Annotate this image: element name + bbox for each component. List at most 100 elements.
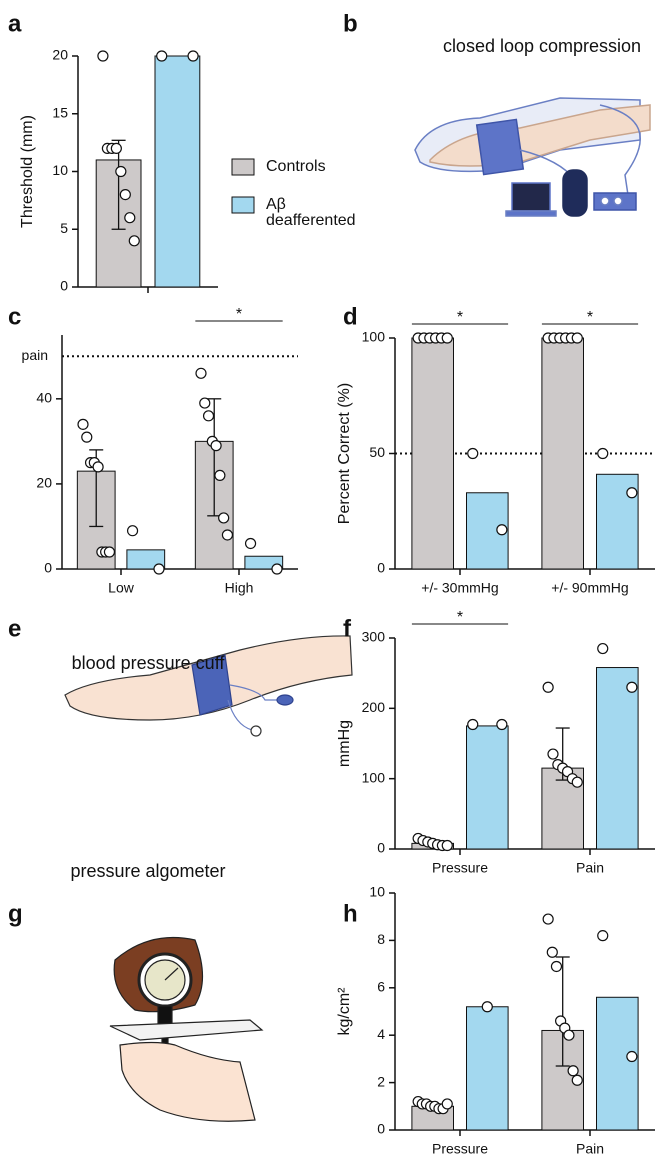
data-point — [115, 165, 127, 178]
x-tick-label: High — [225, 580, 254, 596]
data-point — [467, 718, 479, 731]
illustration-caption: blood pressure cuff — [72, 653, 226, 673]
data-point — [441, 839, 453, 852]
panel-letter: a — [8, 10, 22, 37]
illustration-caption: pressure algometer — [70, 861, 225, 881]
data-point — [441, 332, 453, 344]
y-tick-label: 0 — [377, 560, 385, 576]
data-point — [481, 1001, 493, 1013]
bar — [466, 1006, 509, 1131]
legend-swatch — [231, 196, 255, 214]
bar — [126, 549, 166, 570]
data-point — [571, 1074, 583, 1086]
data-point — [128, 235, 140, 247]
data-point — [97, 50, 109, 62]
y-tick-label: 10 — [369, 884, 385, 900]
y-tick-label: 15 — [52, 104, 68, 120]
data-point — [214, 469, 226, 481]
y-tick-label: 40 — [36, 390, 52, 406]
data-point — [571, 776, 583, 788]
y-tick-label: 0 — [60, 278, 68, 294]
data-point — [202, 410, 215, 422]
data-point — [542, 681, 554, 693]
data-point — [210, 440, 222, 452]
data-point — [547, 748, 559, 760]
data-point — [626, 681, 638, 693]
data-point — [103, 546, 116, 558]
illustration-caption: closed loop compression — [443, 36, 641, 56]
y-axis-label: kg/cm² — [336, 987, 353, 1036]
y-tick-label: 0 — [377, 1121, 385, 1137]
y-tick-label: 200 — [362, 699, 386, 715]
data-point — [626, 487, 638, 499]
legend-label: Aβ deafferented — [266, 196, 356, 229]
data-point — [550, 960, 563, 973]
data-point — [110, 142, 122, 154]
panel-letter: f — [343, 615, 352, 642]
panel-letter: g — [8, 900, 23, 927]
significance-label: * — [457, 309, 463, 326]
significance-label: * — [587, 309, 593, 326]
y-tick-label: 6 — [377, 979, 385, 995]
y-tick-label: 100 — [362, 769, 386, 785]
bar — [466, 725, 509, 850]
data-point — [221, 529, 234, 541]
bar — [541, 337, 585, 570]
data-point — [496, 524, 508, 536]
y-tick-label: 10 — [52, 162, 68, 178]
y-tick-label: 100 — [362, 329, 386, 345]
y-tick-label: 50 — [369, 444, 385, 460]
y-axis-label: Percent Correct (%) — [336, 383, 353, 524]
data-point — [199, 397, 211, 409]
x-tick-label: Low — [108, 580, 135, 596]
y-tick-label: 0 — [377, 840, 385, 856]
y-axis-label: Threshold (mm) — [19, 115, 36, 228]
data-point — [571, 332, 583, 344]
y-tick-label: 300 — [362, 629, 386, 645]
significance-label: * — [236, 306, 242, 323]
data-point — [271, 563, 283, 575]
x-tick-label: Pain — [576, 1141, 604, 1157]
panel-letter: b — [343, 10, 358, 37]
y-tick-label: 20 — [52, 47, 68, 63]
data-point — [153, 563, 165, 575]
data-point — [441, 1098, 453, 1110]
panel-letter: e — [8, 615, 21, 642]
data-point — [567, 1065, 579, 1077]
bar — [154, 55, 201, 288]
data-point — [92, 461, 104, 473]
data-point — [81, 431, 93, 443]
data-point — [244, 537, 257, 550]
data-point — [126, 525, 139, 537]
data-point — [546, 946, 558, 958]
x-tick-label: +/- 30mmHg — [421, 580, 498, 596]
bar — [411, 337, 454, 570]
y-tick-label: 2 — [377, 1073, 385, 1089]
data-point — [563, 1029, 575, 1041]
y-tick-label: 20 — [36, 475, 52, 491]
data-point — [496, 718, 508, 731]
significance-label: * — [457, 609, 463, 626]
x-tick-label: +/- 90mmHg — [551, 580, 628, 596]
panel-letter: d — [343, 303, 358, 330]
y-tick-label: 0 — [44, 560, 52, 576]
illustration-e — [64, 635, 353, 737]
illustration-b — [414, 97, 651, 217]
y-tick-label: 5 — [60, 220, 68, 236]
panel-letter: c — [8, 303, 21, 330]
legend-label: Controls — [266, 158, 326, 175]
data-point — [156, 50, 168, 62]
data-point — [467, 447, 479, 460]
illustration-g — [109, 936, 264, 1122]
y-tick-label: 4 — [377, 1026, 385, 1042]
data-point — [77, 418, 89, 430]
data-point — [119, 189, 131, 201]
data-point — [597, 642, 609, 655]
x-tick-label: Pain — [576, 860, 604, 876]
data-point — [542, 913, 554, 925]
data-point — [218, 512, 230, 524]
data-point — [597, 930, 609, 942]
y-tick-label: 8 — [377, 931, 385, 947]
panel-letter: h — [343, 900, 358, 927]
